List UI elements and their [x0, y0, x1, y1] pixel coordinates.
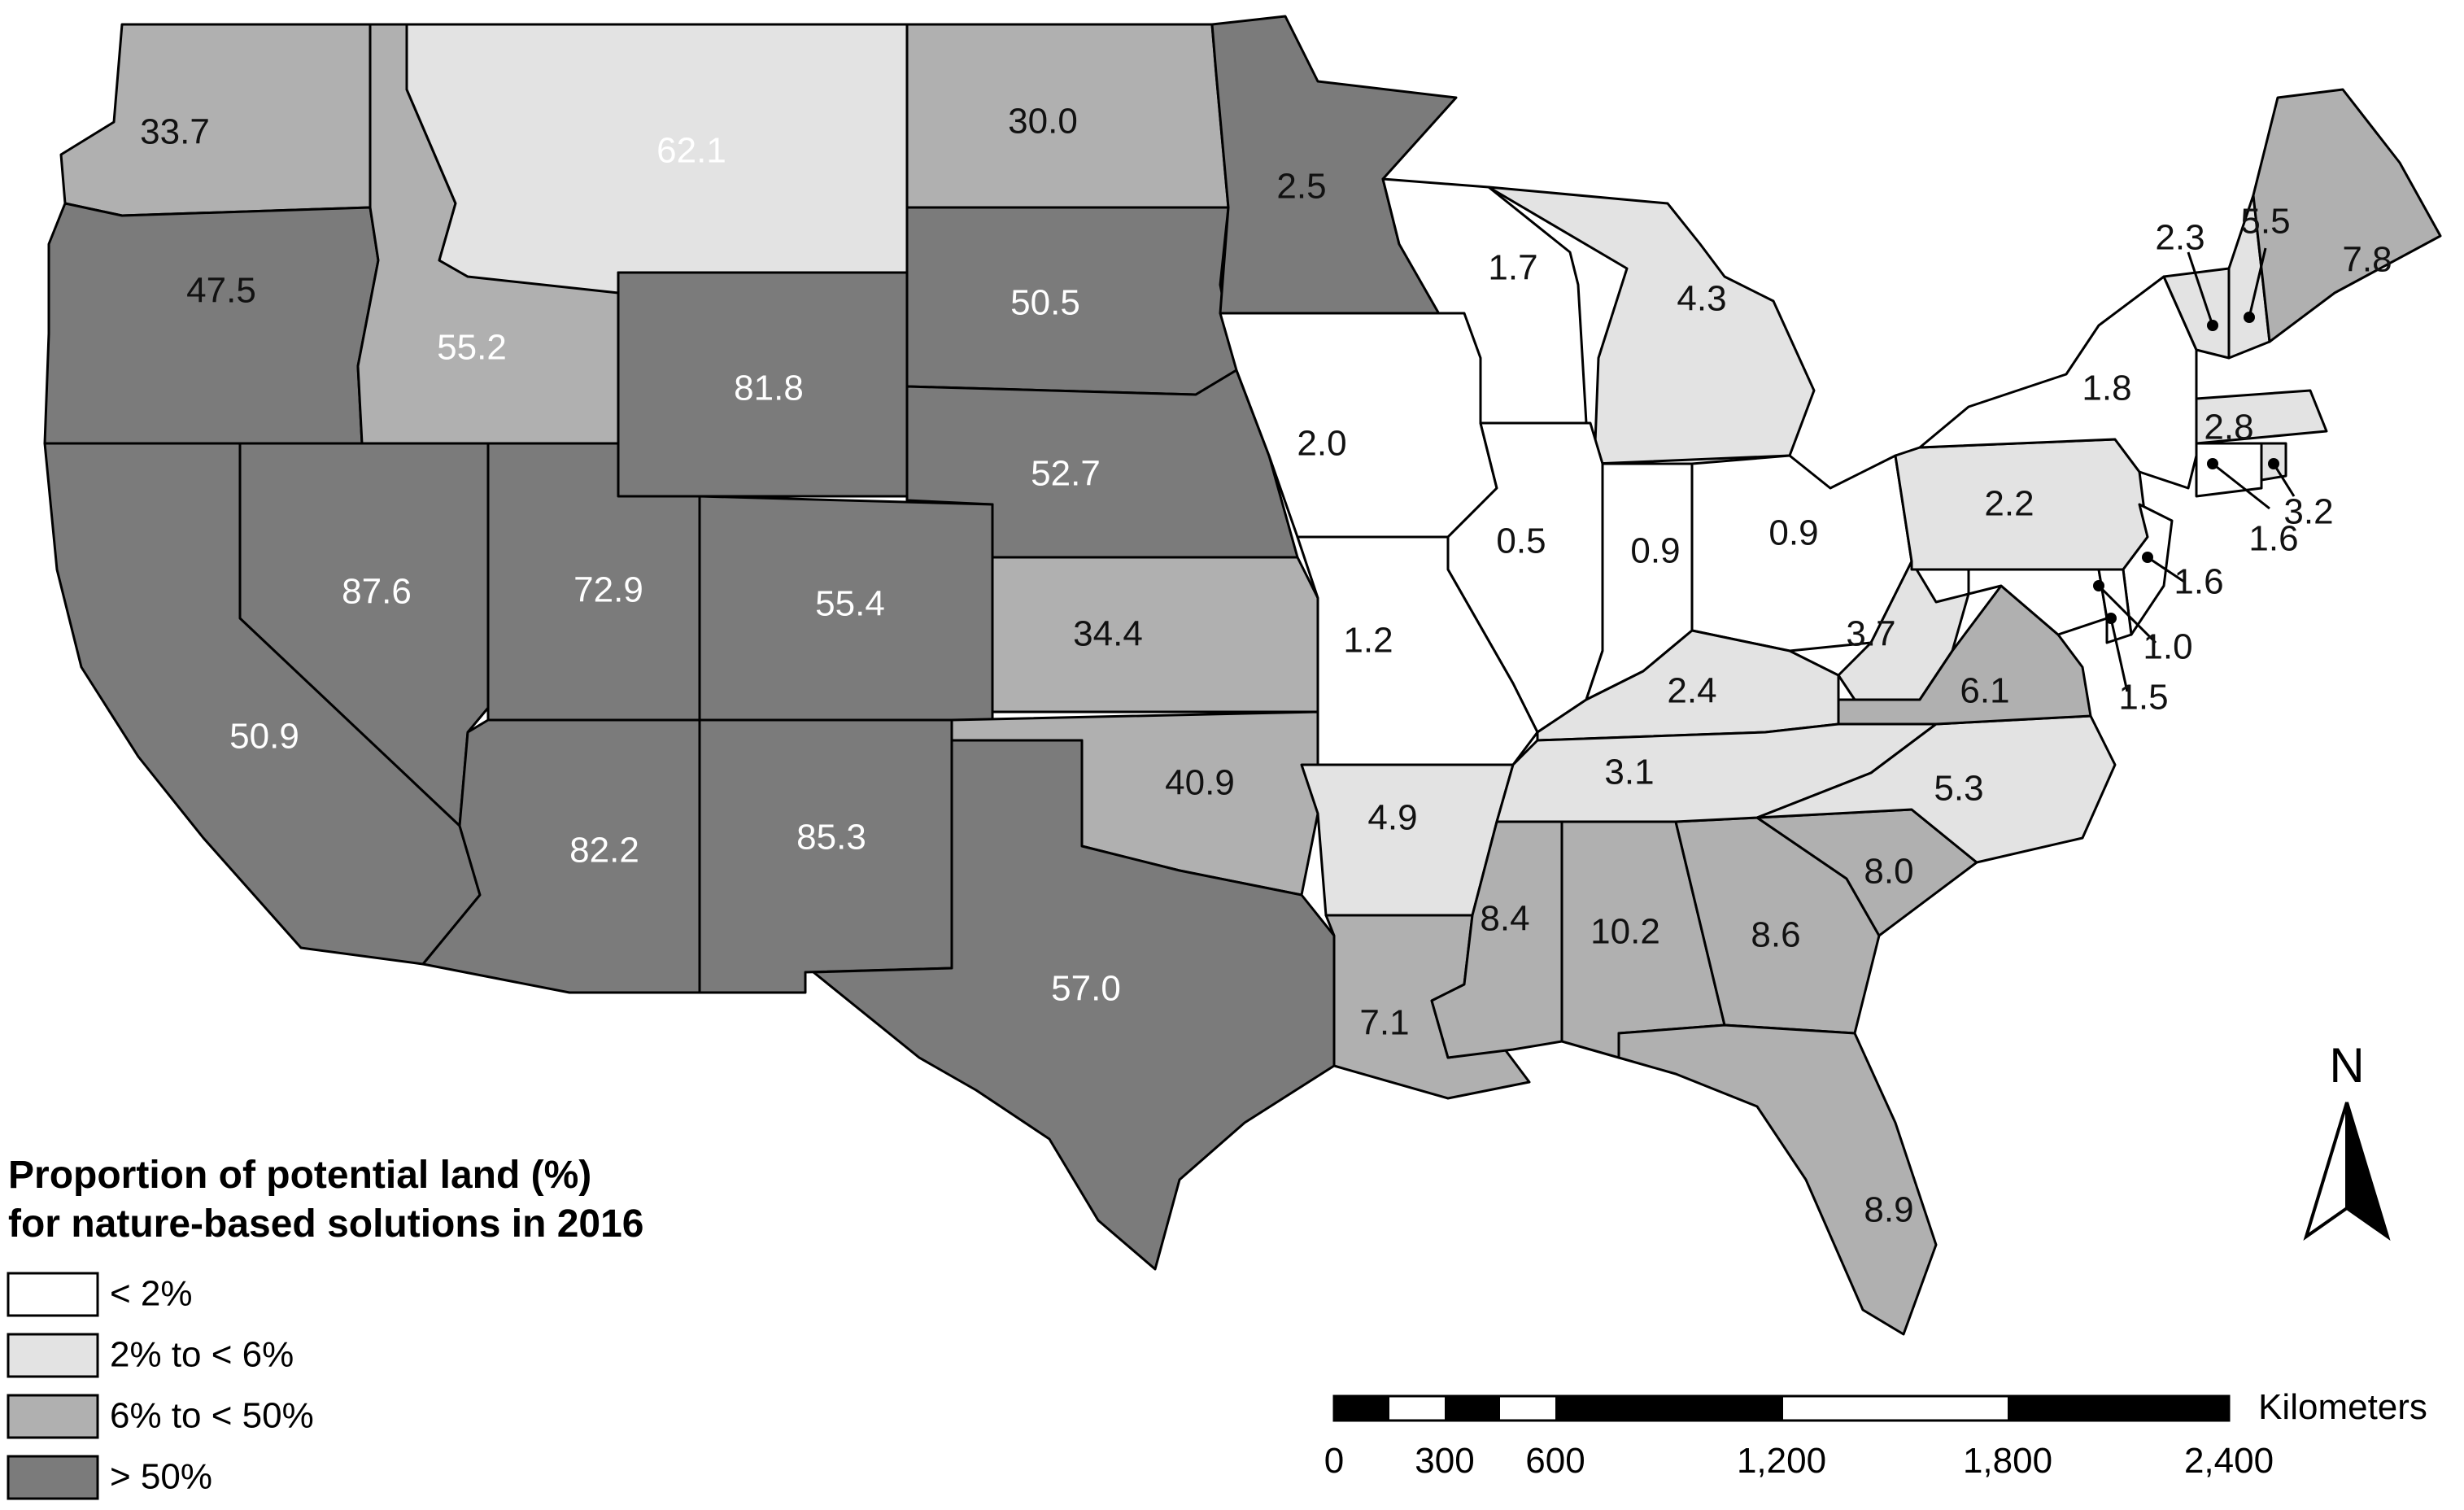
state-label: 3.2 — [2283, 492, 2333, 532]
state-label: 4.9 — [1367, 798, 1417, 838]
north-arrow: N — [2303, 1038, 2391, 1241]
state-label: 34.4 — [1073, 614, 1143, 654]
legend: Proportion of potential land (%) for nat… — [7, 1154, 644, 1500]
north-arrow-label: N — [2329, 1038, 2364, 1093]
legend-swatch — [7, 1333, 99, 1378]
state-label: 5.5 — [2240, 202, 2290, 242]
legend-title-line2: for nature-based solutions in 2016 — [8, 1202, 644, 1246]
state-label: 7.1 — [1359, 1003, 1409, 1043]
scale-tick: 600 — [1525, 1441, 1585, 1481]
state-connecticut — [2195, 442, 2263, 498]
state-label: 7.8 — [2342, 240, 2392, 280]
state-texas — [812, 739, 1336, 1271]
north-arrow-left-half — [2303, 1102, 2348, 1241]
state-label: 57.0 — [1051, 969, 1121, 1009]
state-label: 0.9 — [1768, 513, 1818, 553]
scale-seg — [1445, 1396, 1500, 1421]
state-label: 87.6 — [342, 572, 412, 612]
state-delaware — [2097, 568, 2133, 644]
state-label: 1.5 — [2118, 678, 2168, 718]
state-label: 50.9 — [229, 717, 299, 757]
state-michigan — [1487, 185, 1816, 465]
scale-tick: 0 — [1324, 1441, 1344, 1481]
scale-bar: Kilometers 0 300 600 1,200 1,800 2,400 — [1324, 1387, 2427, 1481]
state-massachusetts — [2195, 389, 2328, 445]
state-label: 1.7 — [1488, 248, 1537, 288]
state-label: 2.0 — [1297, 424, 1346, 464]
state-maine — [2252, 88, 2442, 343]
state-label: 4.3 — [1677, 279, 1726, 319]
state-label: 0.5 — [1496, 522, 1546, 561]
state-label: 2.2 — [1984, 484, 2034, 524]
scale-tick: 1,800 — [1963, 1441, 2052, 1481]
legend-label: 2% to < 6% — [110, 1335, 294, 1375]
state-oregon — [43, 202, 380, 445]
state-label: 2.5 — [1276, 167, 1326, 207]
state-label: 47.5 — [186, 271, 256, 311]
state-value-labels: 33.7 62.1 30.0 2.5 47.5 55.2 50.5 81.8 5… — [140, 102, 2392, 1230]
state-label: 8.9 — [1864, 1190, 1913, 1230]
state-label: 5.3 — [1934, 769, 1983, 809]
legend-label: 6% to < 50% — [110, 1396, 314, 1436]
scale-seg — [1334, 1396, 1389, 1421]
state-label: 55.2 — [437, 328, 507, 368]
state-label: 3.7 — [1846, 614, 1895, 654]
legend-swatch — [7, 1272, 99, 1317]
state-label: 8.0 — [1864, 852, 1913, 892]
north-arrow-right-half — [2345, 1102, 2391, 1241]
state-label: 2.8 — [2204, 408, 2253, 447]
state-label: 6.1 — [1960, 671, 2009, 711]
state-label: 62.1 — [656, 131, 726, 171]
state-label: 55.4 — [815, 584, 885, 624]
state-label: 2.4 — [1667, 671, 1716, 711]
state-label: 1.6 — [2174, 562, 2223, 602]
legend-swatch — [7, 1455, 99, 1500]
state-label: 50.5 — [1010, 283, 1080, 323]
scale-unit: Kilometers — [2258, 1387, 2427, 1427]
state-label: 40.9 — [1165, 763, 1235, 803]
legend-swatch — [7, 1394, 99, 1439]
state-label: 2.3 — [2155, 218, 2205, 258]
state-label: 8.6 — [1751, 915, 1800, 955]
state-california — [43, 442, 482, 966]
scale-seg — [1555, 1396, 1783, 1421]
leader-lines — [2093, 247, 2296, 692]
legend-label: > 50% — [110, 1457, 212, 1497]
state-label: 72.9 — [573, 570, 643, 610]
state-label: 1.8 — [2082, 369, 2131, 408]
scale-tick: 1,200 — [1737, 1441, 1826, 1481]
state-florida — [1617, 1023, 1938, 1336]
state-label: 10.2 — [1590, 912, 1660, 952]
state-label: 3.1 — [1604, 753, 1654, 792]
legend-title-line1: Proportion of potential land (%) — [8, 1154, 591, 1197]
state-missouri — [1296, 535, 1539, 766]
state-shapes — [43, 15, 2442, 1336]
scale-seg — [2008, 1396, 2229, 1421]
scale-tick: 2,400 — [2184, 1441, 2274, 1481]
state-label: 30.0 — [1008, 102, 1078, 142]
state-label: 0.9 — [1630, 531, 1680, 571]
state-label: 33.7 — [140, 112, 210, 152]
state-label: 52.7 — [1031, 454, 1101, 494]
state-label: 1.2 — [1343, 621, 1393, 661]
state-label: 82.2 — [569, 831, 639, 871]
state-label: 1.6 — [2248, 519, 2298, 559]
state-washington — [59, 23, 372, 217]
legend-label: < 2% — [110, 1274, 193, 1314]
state-label: 81.8 — [734, 369, 804, 408]
state-label: 85.3 — [796, 818, 866, 858]
state-label: 1.0 — [2143, 627, 2192, 667]
scale-tick: 300 — [1415, 1441, 1474, 1481]
state-label: 8.4 — [1480, 899, 1529, 939]
